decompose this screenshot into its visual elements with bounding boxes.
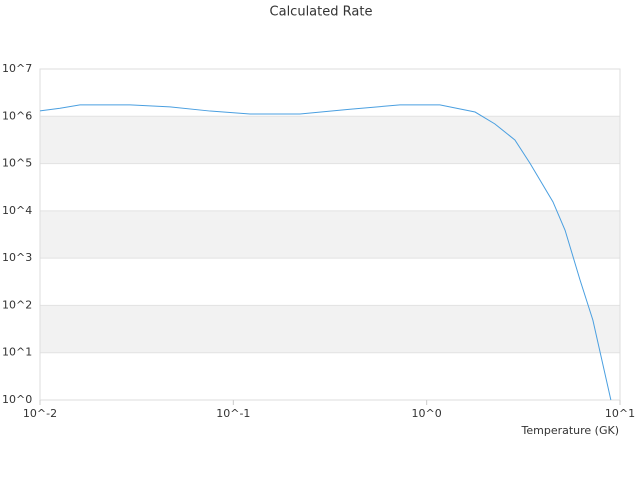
y-tick-label: 10^1 bbox=[2, 346, 32, 359]
y-tick-label: 10^7 bbox=[2, 62, 32, 75]
y-tick-label: 10^0 bbox=[2, 393, 32, 406]
plot-frame bbox=[39, 68, 621, 401]
y-tick-label: 10^3 bbox=[2, 251, 32, 264]
x-tick-label: 10^-2 bbox=[23, 407, 57, 420]
grid-band bbox=[40, 210, 620, 259]
x-tick-label: 10^0 bbox=[412, 407, 442, 420]
grid-band bbox=[40, 305, 620, 353]
chart-title: Calculated Rate bbox=[270, 5, 373, 20]
grid-bands bbox=[40, 68, 620, 401]
y-tick-label: 10^6 bbox=[2, 109, 32, 122]
line-series bbox=[39, 104, 612, 401]
x-axis-label: Temperature (GK) bbox=[521, 424, 620, 437]
y-tick-label: 10^2 bbox=[2, 298, 32, 311]
y-tick-label: 10^4 bbox=[2, 204, 32, 217]
grid-band bbox=[40, 116, 620, 164]
x-tick-label: 10^-1 bbox=[216, 407, 250, 420]
x-tick-label: 10^1 bbox=[605, 407, 635, 420]
y-tick-label: 10^5 bbox=[2, 157, 32, 170]
